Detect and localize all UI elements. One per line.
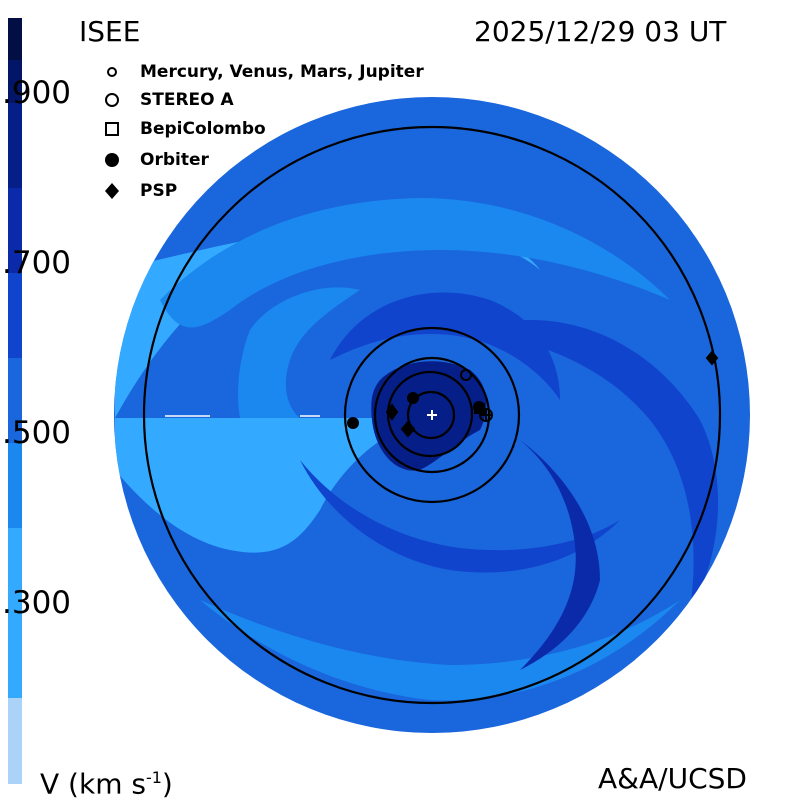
velocity-band (470, 320, 719, 610)
orbit-ring (142, 125, 722, 705)
velocity-band (160, 198, 670, 328)
colorbar-segment (8, 528, 22, 698)
velocity-band (300, 460, 620, 573)
colorbar-segment (8, 60, 22, 103)
colorbar-segment (8, 188, 22, 273)
colorbar-tick: .700 (2, 245, 72, 281)
quantity-text: V (km s (40, 767, 146, 800)
velocity-band (238, 287, 360, 418)
legend-item-psp: PSP (100, 179, 177, 203)
legend-item-planets: Mercury, Venus, Mars, Jupiter (100, 60, 424, 84)
legend-label: BepiColombo (140, 119, 266, 139)
velocity-band (115, 418, 430, 553)
velocity-band (330, 292, 560, 400)
orbit-ring (406, 390, 456, 440)
psp-marker (705, 350, 719, 366)
velocity-band (520, 440, 600, 670)
legend-item-bepicolombo: BepiColombo (100, 117, 266, 141)
planet-marker (407, 392, 419, 404)
legend-item-stereo-a: STEREO A (100, 88, 234, 112)
stereo-a-marker (460, 369, 472, 381)
small-circle-icon (100, 60, 124, 84)
legend-label: Orbiter (140, 150, 209, 170)
colorbar-segment (8, 698, 22, 784)
velocity-colorbar (8, 18, 22, 784)
colorbar-tick: .900 (2, 75, 72, 111)
unit-close: ) (161, 767, 173, 800)
colorbar-segment (8, 103, 22, 188)
legend-label: STEREO A (140, 90, 234, 110)
velocity-axis-label: V (km s-1) (40, 762, 173, 800)
diamond-icon (100, 179, 124, 203)
earth-cross-icon (480, 409, 492, 421)
legend-label: PSP (140, 181, 178, 201)
legend-label: Mercury, Venus, Mars, Jupiter (140, 62, 424, 82)
large-circle-icon (100, 88, 124, 112)
square-icon (100, 117, 124, 141)
filled-circle-icon (100, 148, 124, 172)
planet-marker (473, 401, 485, 413)
timestamp-label: 2025/12/29 03 UT (474, 15, 727, 48)
unit-exponent: -1 (145, 768, 162, 787)
colorbar-tick: .300 (2, 585, 72, 621)
psp-marker (385, 403, 399, 421)
colorbar-segment (8, 443, 22, 528)
velocity-band (200, 600, 680, 701)
spacecraft-positions (347, 350, 719, 438)
source-label: ISEE (79, 15, 141, 48)
credit-label: A&A/UCSD (598, 762, 747, 795)
colorbar-tick: .500 (2, 415, 72, 451)
colorbar-segment (8, 18, 22, 60)
orbit-ring (343, 326, 521, 504)
legend-item-orbiter: Orbiter (100, 148, 209, 172)
sun-cross-icon (427, 410, 437, 420)
colorbar-segment (8, 358, 22, 443)
orbiter-marker (347, 417, 359, 429)
psp-marker (400, 420, 416, 438)
colorbar-segment (8, 273, 22, 358)
planet-orbits (142, 125, 722, 705)
